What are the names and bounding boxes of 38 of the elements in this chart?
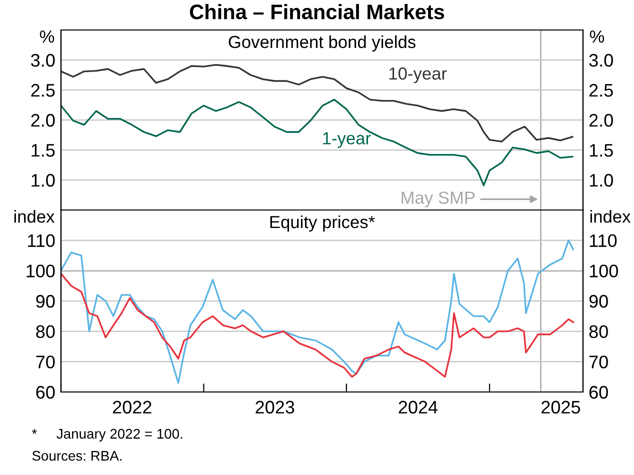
- y-axis-title: index: [14, 210, 55, 223]
- y-tick-label: 2.0: [31, 114, 55, 127]
- source-note: Sources: RBA.: [32, 450, 122, 461]
- y2-tick-label: 110: [590, 234, 617, 248]
- y-tick-label: 110: [28, 234, 55, 248]
- y2-tick-label: 1.5: [590, 144, 613, 157]
- y2-tick-label: 90: [589, 294, 608, 308]
- x-tick-label: 2024: [398, 400, 438, 414]
- y2-tick-label: 2.0: [589, 114, 613, 127]
- y-tick-label: 100: [26, 264, 55, 278]
- x-tick-label: 2022: [112, 400, 152, 414]
- y2-axis-title: %: [590, 30, 604, 43]
- y-axis-title: %: [40, 30, 54, 43]
- ref-line-label: May SMP: [402, 192, 475, 208]
- y2-tick-label: 60: [589, 386, 608, 399]
- x-tick-label: 2025: [542, 400, 580, 414]
- y2-tick-label: 80: [589, 325, 608, 338]
- y2-tick-label: 100: [590, 264, 618, 278]
- text: * January 2022 = 100.: [32, 428, 182, 442]
- y-tick-label: 1.0: [32, 174, 55, 187]
- y-tick-label: 90: [36, 294, 55, 308]
- chart-subtitle: Equity prices*: [270, 215, 375, 232]
- x-tick-label: 2023: [256, 400, 294, 414]
- y2-tick-label: 3.0: [589, 54, 613, 67]
- y2-tick-label: 2.5: [589, 84, 613, 97]
- series-label: 1-year: [323, 132, 371, 148]
- y-tick-label: 3.0: [31, 54, 55, 67]
- y2-tick-label: 70: [589, 356, 608, 368]
- chart-subtitle: Government bond yields: [228, 35, 416, 52]
- y-tick-label: 2.5: [31, 84, 55, 97]
- y2-axis-title: index: [590, 210, 631, 223]
- series-label: 10-year: [389, 67, 447, 84]
- y-tick-label: 70: [36, 356, 55, 368]
- y-tick-label: 1.5: [32, 144, 55, 157]
- y-tick-label: 80: [36, 325, 55, 338]
- y-tick-label: 60: [36, 386, 55, 399]
- chart-title: China – Financial Markets: [190, 4, 444, 20]
- y2-tick-label: 1.0: [590, 174, 613, 187]
